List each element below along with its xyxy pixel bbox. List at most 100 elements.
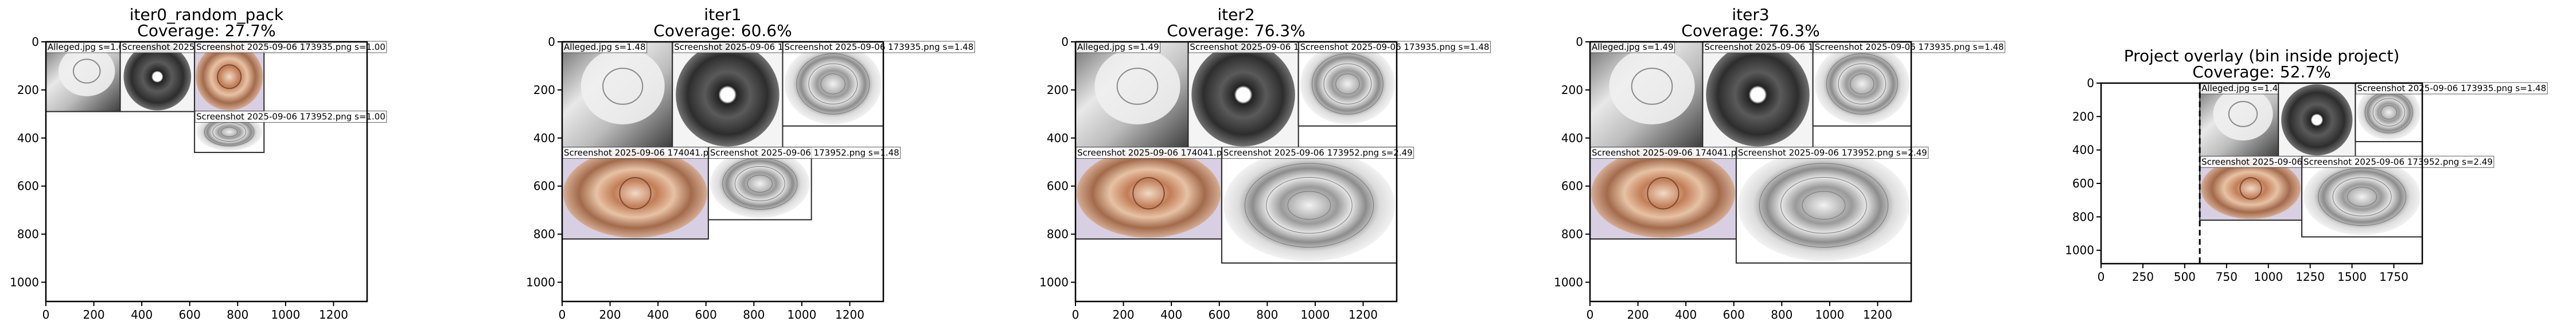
- panel-5: Project overlay (bin inside project)Cove…: [2065, 46, 2548, 284]
- x-tick-label: 1200: [835, 308, 864, 322]
- placed-image-label: Screenshot 2025-09-06 173935.png s=1.48: [784, 42, 973, 52]
- placed-image-label: Screenshot 2025-09-06 174041.png s=1.49: [1592, 148, 1781, 158]
- x-tick-label: 500: [2174, 270, 2196, 284]
- placed-image-label: Screenshot 2025-09-06 173935.png s=1.00: [196, 42, 385, 52]
- y-tick-label: 1000: [1554, 275, 1583, 289]
- placed-image-label-box: [1222, 147, 1414, 159]
- plate-rim-2-0: [1116, 68, 1159, 105]
- coin-ring-4-2-2: [2372, 98, 2405, 127]
- x-tick-label: 600: [1723, 308, 1745, 322]
- placed-image-3: Screenshot 2025-09-06 173935.png s=1.48: [782, 41, 975, 127]
- x-tick-label: 800: [227, 308, 248, 322]
- x-tick-label: 600: [179, 308, 201, 322]
- copper-dish-2-3: [1077, 148, 1221, 238]
- placed-image-label: Screenshot 2025-09-06 173952.png s=2.49: [2304, 156, 2493, 167]
- placed-image-1: Alleged.jpg s=1.00: [45, 41, 131, 112]
- x-tick-label: 250: [2132, 270, 2154, 284]
- silver-coin-3-2: [1814, 43, 1909, 124]
- y-tick-label: 600: [1047, 179, 1069, 193]
- x-tick-label: 750: [2216, 270, 2238, 284]
- x-tick-label: 200: [599, 308, 621, 322]
- coin-ring-1-2-2: [808, 63, 858, 105]
- panel-subtitle: Coverage: 76.3%: [1167, 21, 1305, 40]
- placed-image-label: Alleged.jpg s=1.49: [1077, 42, 1159, 52]
- y-tick-label: 0: [548, 35, 555, 49]
- placed-image-label: Screenshot 2025-09-06 173952.png s=1.48: [710, 148, 899, 158]
- x-tick-label: 1200: [319, 308, 348, 322]
- y-tick-label: 200: [533, 83, 555, 97]
- axes-frame: [561, 41, 884, 303]
- copper-dish-3-3: [1591, 148, 1735, 238]
- x-tick-label: 1200: [1349, 308, 1378, 322]
- axes-frame: [45, 41, 368, 303]
- y-tick-label: 600: [17, 179, 39, 193]
- x-tick-label: 600: [695, 308, 717, 322]
- dish-ring-0-2: [217, 64, 242, 89]
- coin-ring-1-4-2: [734, 166, 785, 201]
- disc-hole-3-1: [1751, 88, 1764, 101]
- y-tick-label: 1000: [1039, 275, 1069, 289]
- y-tick-label: 600: [533, 179, 555, 193]
- placed-image-label: Screenshot 2025-09-06 174041.png s=1.48: [564, 148, 753, 158]
- x-tick-label: 1500: [2337, 270, 2367, 284]
- silver-coin-2-4: [1223, 149, 1395, 261]
- plate-2-0: [1094, 48, 1180, 124]
- plate-3-0: [1609, 48, 1695, 124]
- placed-image-label: Alleged.jpg s=1.49: [1592, 42, 1674, 52]
- placed-image-label-box: [708, 147, 901, 159]
- placed-image-label-box: [2355, 82, 2548, 95]
- x-tick-label: 0: [2098, 270, 2105, 284]
- silver-coin-4-2: [2357, 85, 2421, 140]
- placed-image-label-box: [2302, 155, 2495, 168]
- placed-image-4: Screenshot 2025-09-06 174041.png s=1.48: [562, 147, 755, 240]
- coin-ring-3-2-3: [1826, 53, 1898, 115]
- y-tick-label: 800: [1561, 228, 1583, 241]
- placed-image-1: Alleged.jpg s=1.49: [1075, 41, 1189, 148]
- plate-rim-4-0: [2228, 101, 2258, 127]
- y-tick-label: 1000: [2065, 244, 2094, 257]
- y-tick-label: 0: [32, 35, 39, 49]
- dish-ring-2-3: [1132, 177, 1165, 210]
- placed-image-5: Screenshot 2025-09-06 173952.png s=2.49: [1221, 147, 1414, 264]
- x-tick-label: 0: [1587, 308, 1594, 322]
- panel-title: iter0_random_pack: [130, 5, 284, 24]
- plate-rim-3-0: [1631, 68, 1673, 105]
- y-tick-label: 400: [17, 131, 39, 145]
- dish-ring-3-3: [1647, 177, 1679, 210]
- plate-rim-1-0: [602, 68, 644, 105]
- panel-subtitle: Coverage: 60.6%: [653, 21, 792, 40]
- coin-ring-3-4-3: [1759, 163, 1889, 248]
- placed-image-label: Alleged.jpg s=1.00: [48, 42, 130, 52]
- coin-ring-2-2-1: [1335, 73, 1360, 95]
- silver-coin-1-2: [784, 43, 882, 124]
- panel-subtitle: Coverage: 27.7%: [137, 21, 275, 40]
- y-tick-label: 200: [2072, 109, 2094, 123]
- y-tick-label: 400: [2072, 143, 2094, 157]
- panel-title: iter2: [1217, 5, 1254, 24]
- coin-ring-3-2-1: [1850, 73, 1874, 95]
- axes-frame: [1589, 41, 1912, 303]
- coin-ring-1-4-1: [747, 174, 773, 193]
- placed-image-1: Alleged.jpg s=1.49: [2199, 82, 2285, 158]
- copper-dish-4-3: [2201, 158, 2301, 220]
- placed-image-label: Alleged.jpg s=1.49: [2201, 83, 2283, 93]
- placed-image-label: Screenshot 2025-09-06 173935.png s=1.48: [1815, 42, 2004, 52]
- y-tick-label: 400: [1561, 131, 1583, 145]
- placed-image-3: Screenshot 2025-09-06 173935.png s=1.00: [194, 41, 387, 112]
- dish-ring-4-3: [2239, 177, 2262, 200]
- y-tick-label: 200: [17, 83, 39, 97]
- coin-ring-3-4-1: [1802, 191, 1846, 220]
- coin-ring-3-4-2: [1780, 177, 1867, 234]
- placed-image-3: Screenshot 2025-09-06 173935.png s=1.48: [1297, 41, 1491, 127]
- y-tick-label: 600: [1561, 179, 1583, 193]
- coin-ring-1-2-3: [796, 53, 870, 115]
- placed-image-1: Alleged.jpg s=1.49: [1589, 41, 1704, 148]
- y-tick-label: 800: [2072, 210, 2094, 224]
- x-tick-label: 1000: [1815, 308, 1844, 322]
- x-tick-label: 200: [1627, 308, 1649, 322]
- x-tick-label: 1200: [1863, 308, 1892, 322]
- coin-ring-3-2-2: [1838, 63, 1887, 105]
- placed-image-label: Alleged.jpg s=1.48: [564, 42, 646, 52]
